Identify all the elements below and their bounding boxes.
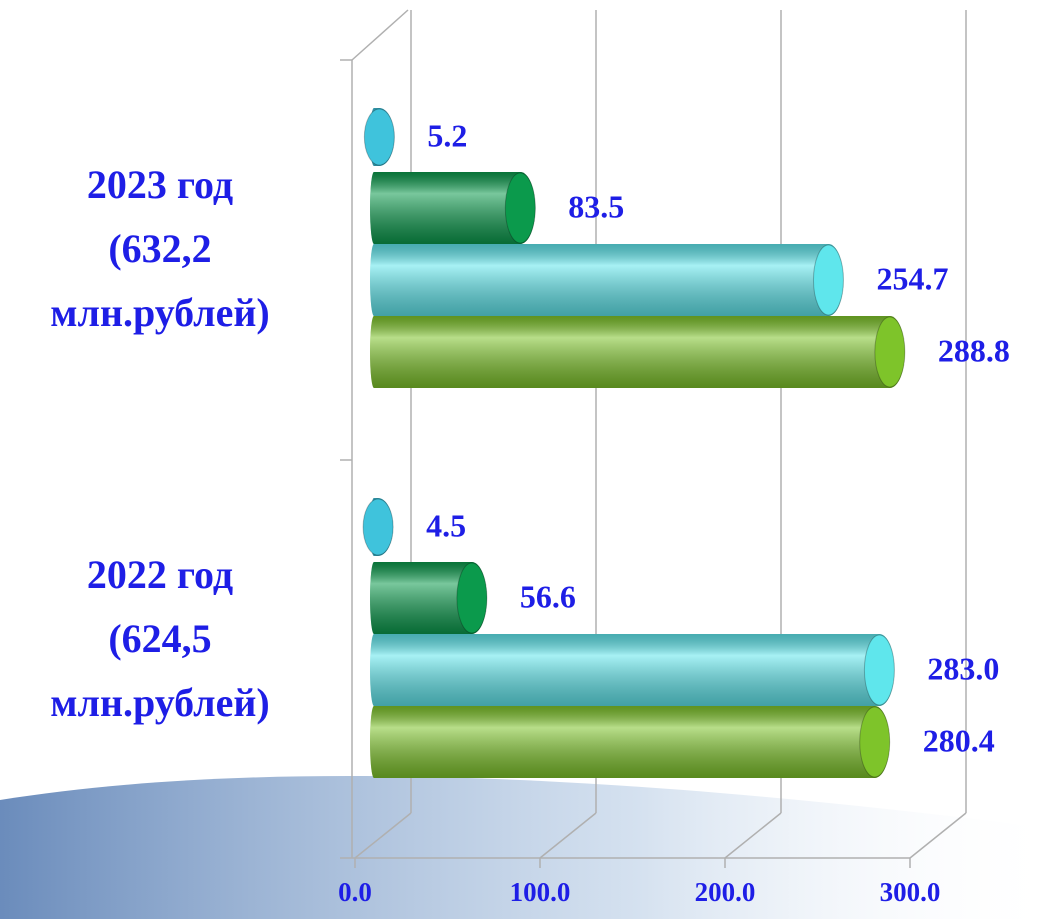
x-tick-label: 200.0 — [695, 877, 756, 907]
floor-grid-line — [909, 812, 967, 859]
bar-cap — [859, 706, 891, 778]
value-label: 254.7 — [876, 260, 948, 296]
bar-shade — [370, 706, 890, 778]
value-label: 280.4 — [923, 722, 995, 758]
x-tick-label: 100.0 — [510, 877, 571, 907]
side-wall-edge — [351, 9, 409, 61]
bar — [370, 316, 906, 388]
category-label: (632,2 — [108, 226, 211, 271]
bar-cap — [363, 108, 395, 166]
bar — [370, 244, 844, 316]
value-label: 56.6 — [520, 578, 576, 614]
bar-cap — [874, 316, 906, 388]
category-label: млн.рублей) — [50, 680, 270, 725]
bar — [370, 562, 488, 634]
bar — [370, 634, 895, 706]
bar-cap — [812, 244, 844, 316]
bar-shade — [370, 244, 844, 316]
category-label: (624,5 — [108, 616, 211, 661]
bar-cap — [362, 498, 394, 556]
value-label: 83.5 — [568, 188, 624, 224]
background-swoosh — [0, 776, 1062, 919]
bar — [362, 498, 394, 556]
bar — [370, 706, 891, 778]
value-label: 288.8 — [938, 332, 1010, 368]
bar-cap — [456, 562, 488, 634]
category-label: 2023 год — [87, 162, 233, 207]
floor-grid-line — [724, 812, 782, 859]
floor-grid-line — [354, 812, 412, 859]
bar-shade — [370, 172, 536, 244]
value-label: 4.5 — [426, 507, 466, 543]
bar — [370, 172, 536, 244]
value-label: 5.2 — [427, 117, 467, 153]
bar-cap — [504, 172, 536, 244]
floor-grid-line — [539, 812, 597, 859]
category-label: 2022 год — [87, 552, 233, 597]
bar-shade — [370, 634, 895, 706]
bar-cap — [863, 634, 895, 706]
value-label: 283.0 — [927, 650, 999, 686]
x-tick-label: 0.0 — [338, 877, 372, 907]
bar-shade — [370, 316, 905, 388]
bar-shade — [370, 562, 487, 634]
x-tick-label: 300.0 — [880, 877, 941, 907]
category-label: млн.рублей) — [50, 290, 270, 335]
bar — [363, 108, 395, 166]
